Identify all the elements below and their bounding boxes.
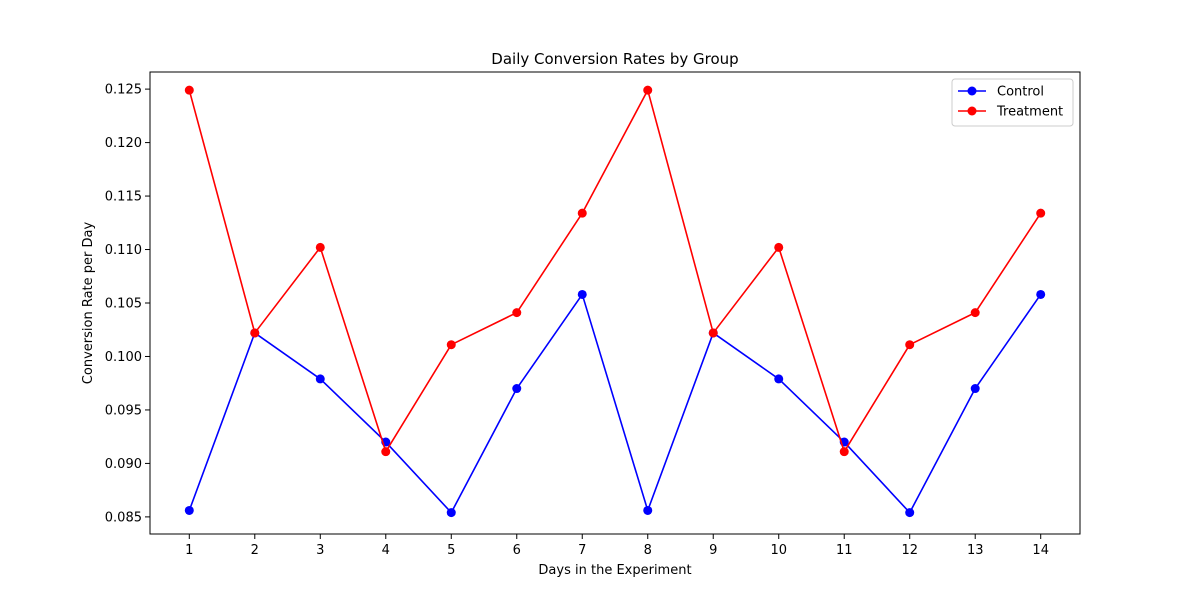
control-series-line — [188, 293, 1042, 514]
treatment-legend-label: Treatment — [996, 105, 1063, 120]
x-tick-label: 11 — [836, 543, 853, 558]
y-axis: 0.085 0.090 0.095 0.100 0.105 0.110 0.115 0.120… — [105, 83, 150, 525]
y-tick-label: 0.115 — [105, 190, 142, 205]
y-axis-label: Conversion Rate per Day — [81, 222, 96, 385]
treatment-data-point — [250, 328, 260, 338]
treatment-data-point — [970, 308, 980, 318]
treatment-data-point — [512, 308, 522, 318]
y-tick-label: 0.100 — [105, 350, 142, 365]
treatment-data-point — [381, 447, 391, 457]
x-tick-label: 7 — [578, 543, 586, 558]
x-axis-label: Days in the Experiment — [538, 563, 691, 578]
treatment-data-point — [708, 328, 718, 338]
control-data-point — [905, 508, 915, 518]
y-tick-label: 0.090 — [105, 457, 142, 472]
y-tick-label: 0.095 — [105, 403, 142, 418]
y-tick-label: 0.085 — [105, 510, 142, 525]
treatment-data-point — [643, 85, 653, 95]
control-data-point — [643, 505, 653, 515]
control-data-point — [184, 505, 194, 515]
x-tick-label: 9 — [709, 543, 717, 558]
control-data-point — [446, 508, 456, 518]
treatment-data-point — [905, 340, 915, 350]
control-data-point — [1036, 289, 1046, 299]
x-tick-label: 10 — [770, 543, 787, 558]
treatment-data-point — [839, 447, 849, 457]
control-data-point — [577, 289, 587, 299]
legend-items: Control Treatment — [958, 85, 1063, 120]
treatment-data-point — [315, 242, 325, 252]
legend: Control Treatment — [951, 78, 1074, 127]
control-data-point — [970, 384, 980, 394]
plot-area — [149, 71, 1081, 535]
treatment-data-point — [184, 85, 194, 95]
control-data-point — [512, 384, 522, 394]
x-tick-label: 6 — [513, 543, 521, 558]
control-data-point — [774, 374, 784, 384]
x-axis: 1 2 3 4 5 6 7 8 9 10 11 12 13 14 — [185, 534, 1049, 558]
x-tick-label: 2 — [251, 543, 259, 558]
y-tick-label: 0.105 — [105, 297, 142, 312]
x-tick-label: 13 — [967, 543, 984, 558]
y-tick-label: 0.110 — [105, 243, 142, 258]
x-tick-label: 5 — [447, 543, 455, 558]
treatment-legend-marker — [967, 106, 977, 116]
treatment-data-point — [774, 242, 784, 252]
x-tick-label: 14 — [1032, 543, 1049, 558]
control-data-point — [315, 374, 325, 384]
x-tick-label: 1 — [185, 543, 193, 558]
x-tick-label: 8 — [644, 543, 652, 558]
x-tick-label: 12 — [901, 543, 918, 558]
treatment-data-point — [1036, 208, 1046, 218]
treatment-data-point — [446, 340, 456, 350]
treatment-data-point — [577, 208, 587, 218]
control-legend-label: Control — [997, 85, 1044, 100]
control-legend-marker — [967, 86, 977, 96]
x-tick-label: 4 — [382, 543, 390, 558]
x-tick-label: 3 — [316, 543, 324, 558]
y-tick-label: 0.125 — [105, 83, 142, 98]
series-layer — [184, 85, 1046, 518]
treatment-series-line — [188, 89, 1042, 453]
y-tick-label: 0.120 — [105, 136, 142, 151]
chart-title: Daily Conversion Rates by Group — [491, 50, 738, 68]
